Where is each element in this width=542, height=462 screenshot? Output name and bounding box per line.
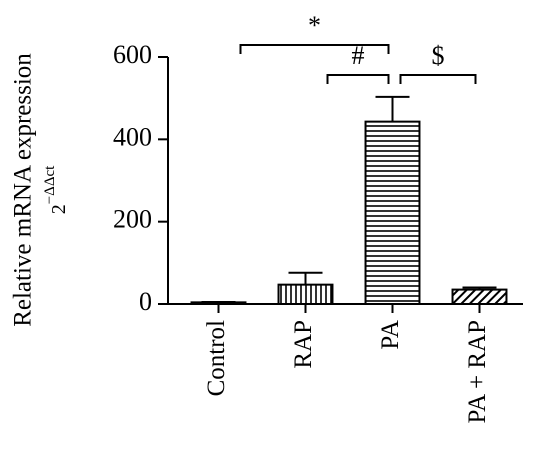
y-tick-label: 200 [113,205,152,234]
x-tick-label: PA + RAP [464,320,491,424]
significance-bracket [326,74,390,84]
x-tick-label: Control [203,320,230,396]
bar [451,288,508,306]
unit-base: 2 [48,204,70,214]
y-tick-label: 600 [113,40,152,69]
error-bar [462,286,497,290]
y-tick-label: 400 [113,122,152,151]
x-tick-label: RAP [290,320,317,369]
significance-label: # [352,41,365,70]
error-bar [288,271,323,285]
significance-bracket [239,44,390,54]
bar [277,283,334,306]
bar [364,120,421,305]
y-tick-label: 0 [139,287,152,316]
significance-label: $ [432,41,445,70]
error-bar [375,95,410,122]
significance-label: * [308,11,321,40]
significance-bracket [399,74,477,84]
x-tick-label: PA [377,320,404,350]
y-axis-label: Relative mRNA expression [10,53,37,327]
unit-exponent: −ΔΔct [42,165,58,204]
y-axis-unit: 2−ΔΔct [42,165,69,214]
